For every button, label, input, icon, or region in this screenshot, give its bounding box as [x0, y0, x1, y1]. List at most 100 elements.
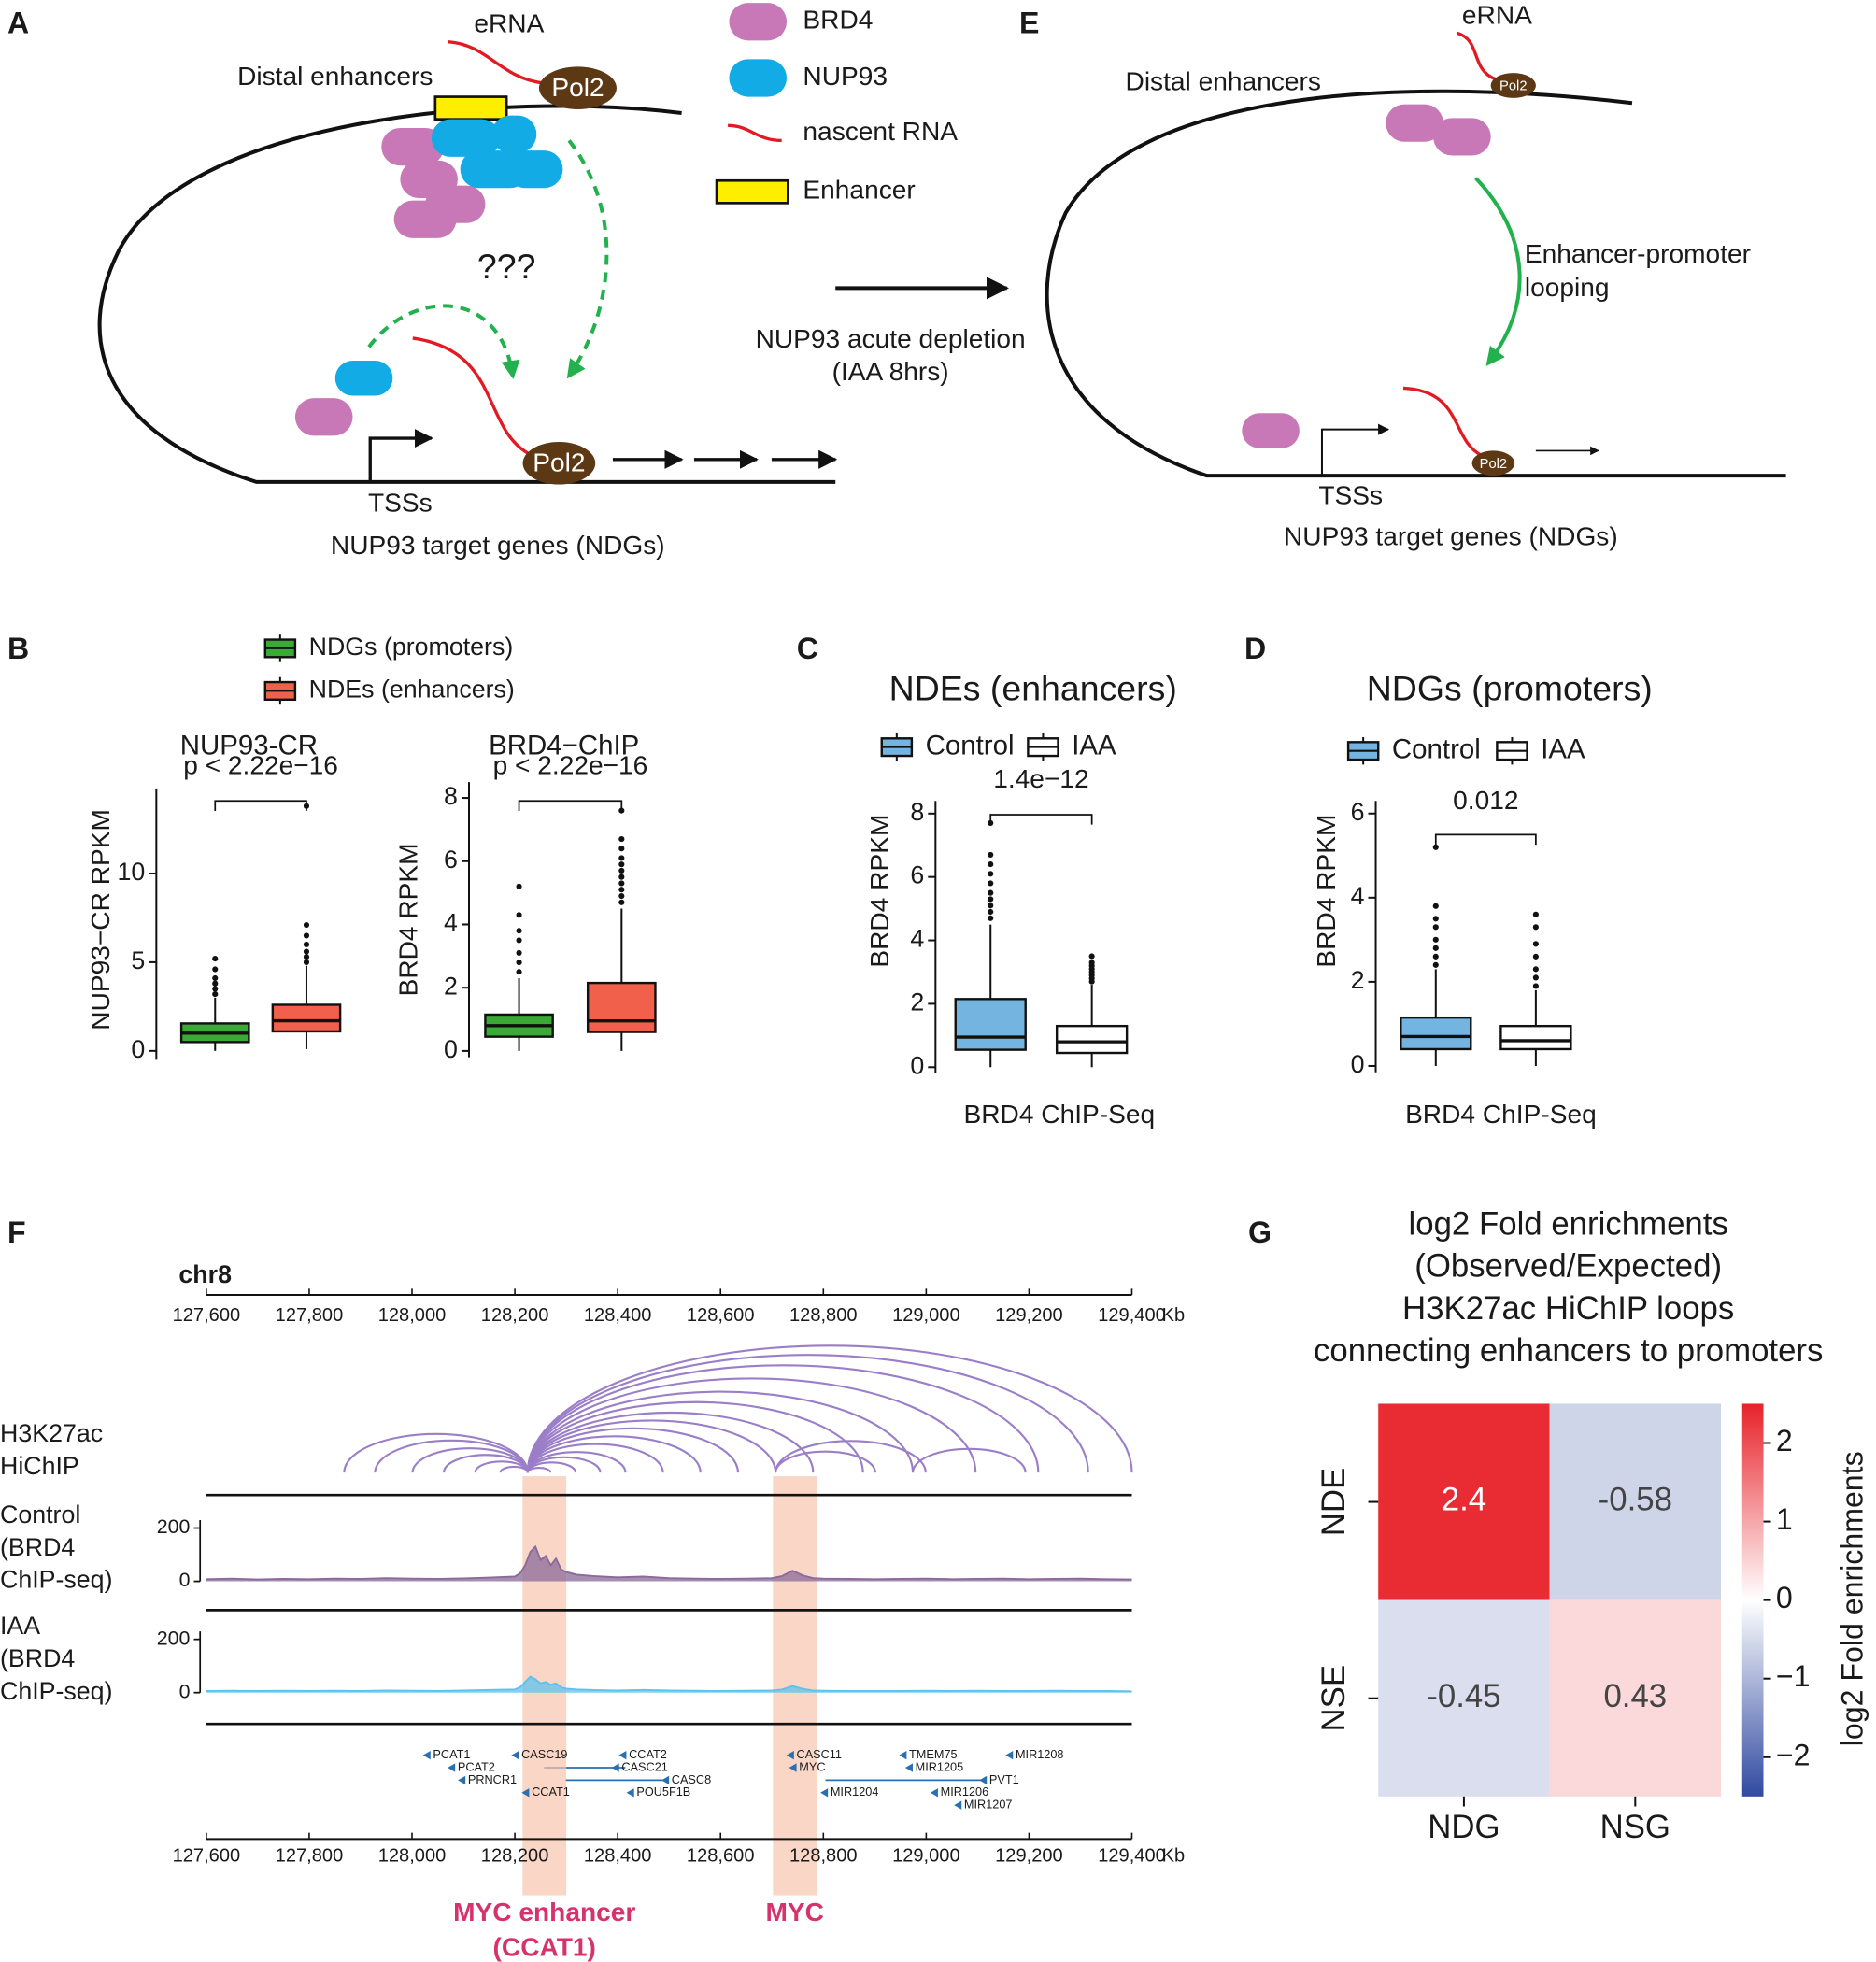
- outlier: [618, 892, 625, 900]
- label: Distal enhancers: [237, 62, 433, 91]
- y-tick-label: 6: [910, 861, 924, 889]
- y-tick-label: 0: [444, 1035, 458, 1063]
- cell-label: 2.4: [1442, 1482, 1486, 1518]
- gene-label: CASC11: [797, 1747, 842, 1761]
- brd4: [1242, 413, 1300, 448]
- row-label: NSE: [1315, 1665, 1352, 1732]
- enhancer: [433, 95, 508, 121]
- legend-icon: [729, 59, 788, 97]
- gene-label: PCAT1: [433, 1747, 470, 1761]
- signal: [206, 1675, 1132, 1693]
- legend-icon: [728, 123, 782, 143]
- colorbar-tick-label: −1: [1776, 1659, 1811, 1693]
- pol2: [538, 66, 617, 109]
- loop-arc: [526, 1377, 977, 1473]
- diagram-legend: BRD4 NUP93 nascent RNA Enhancer: [715, 3, 958, 205]
- gene-marker: [904, 1763, 913, 1772]
- outlier: [988, 851, 994, 858]
- legend-text: nascent RNA: [803, 117, 958, 146]
- x-tick-label: 128,800: [789, 1845, 858, 1866]
- significance-bracket: [989, 814, 1093, 825]
- outlier: [516, 949, 522, 957]
- x-tick-label: 127,600: [173, 1305, 241, 1326]
- gene-marker: [979, 1775, 988, 1785]
- y-tick-label: 8: [910, 798, 924, 826]
- gene-label: CASC21: [621, 1759, 667, 1773]
- annotation: 0.012: [1453, 786, 1518, 815]
- loop-arc: [474, 1460, 529, 1473]
- x-tick-label: 127,800: [276, 1305, 344, 1326]
- outlier: [1432, 961, 1439, 968]
- gene-marker: [661, 1775, 670, 1785]
- track-label: (BRD4: [0, 1533, 75, 1561]
- label: Pol2: [1499, 79, 1527, 94]
- outlier: [212, 980, 219, 987]
- outlier: [1432, 945, 1439, 951]
- outlier: [988, 915, 994, 921]
- label: NUP93 target genes (NDGs): [331, 531, 665, 560]
- outlier: [618, 887, 625, 893]
- outlier: [1532, 983, 1539, 989]
- y-axis-label: BRD4 RPKM: [1312, 815, 1341, 968]
- box: [271, 1003, 342, 1033]
- outlier: [212, 966, 219, 973]
- column-label: NSG: [1600, 1809, 1670, 1845]
- outlier: [303, 954, 310, 960]
- significance-bracket: [1434, 833, 1537, 846]
- signal-fill: [206, 1546, 1132, 1582]
- outlier: [1432, 953, 1439, 960]
- chart-title: (Observed/Expected): [1414, 1248, 1722, 1285]
- track-label: Control: [0, 1500, 80, 1528]
- pol2: [1471, 450, 1515, 476]
- y-tick-label: 0: [910, 1051, 924, 1079]
- outlier: [618, 874, 625, 880]
- box: [1400, 1016, 1472, 1051]
- gene-label: MIR1205: [916, 1759, 964, 1773]
- highlight-label: (CCAT1): [493, 1933, 596, 1962]
- nucleus: [1045, 89, 1786, 478]
- pol2: [1490, 73, 1536, 98]
- brd4: [1433, 118, 1491, 156]
- outlier: [618, 846, 625, 852]
- outlier: [303, 948, 310, 955]
- y-tick-label: 0: [179, 1569, 191, 1591]
- legend-text: IAA: [1541, 733, 1585, 764]
- heatmap-cell: [1378, 1599, 1550, 1797]
- tss-arrow: [368, 428, 433, 482]
- gene-label: MIR1206: [941, 1784, 989, 1798]
- outlier: [1532, 941, 1539, 947]
- x-tick-label: 129,000: [892, 1305, 960, 1326]
- colorbar-tick-label: 2: [1776, 1424, 1793, 1457]
- pol2: [522, 442, 596, 485]
- y-axis-label: BRD4 RPKM: [865, 815, 894, 968]
- outlier: [516, 937, 522, 944]
- y-tick-label: 6: [1351, 798, 1365, 826]
- brd4: [1386, 104, 1443, 142]
- cell-label: -0.45: [1427, 1678, 1500, 1714]
- outlier: [988, 861, 994, 868]
- loop-arc: [526, 1411, 815, 1473]
- x-tick-label: 127,600: [173, 1845, 241, 1866]
- gene-marker: [954, 1800, 962, 1810]
- gene-label: CASC8: [672, 1772, 711, 1786]
- annotation: 1.4e−12: [993, 764, 1088, 793]
- outlier: [303, 921, 310, 929]
- outlier: [988, 889, 994, 896]
- dashed-arrow: [367, 304, 520, 380]
- y-tick-label: 0: [131, 1035, 145, 1063]
- gene-label: PVT1: [989, 1772, 1019, 1786]
- colorbar: [1741, 1403, 1764, 1797]
- outlier: [1432, 916, 1439, 922]
- outlier: [516, 912, 522, 918]
- outlier: [618, 807, 625, 814]
- track-label: H3K27ac: [0, 1419, 103, 1447]
- brd4-cluster: [381, 128, 486, 238]
- x-tick-label: 129,400: [1098, 1845, 1166, 1866]
- label: looping: [1525, 273, 1610, 302]
- loop-arc: [526, 1451, 627, 1473]
- outlier: [1532, 966, 1539, 973]
- outlier: [212, 986, 219, 992]
- legend-icon: [715, 178, 789, 205]
- legend-icon: [729, 3, 788, 41]
